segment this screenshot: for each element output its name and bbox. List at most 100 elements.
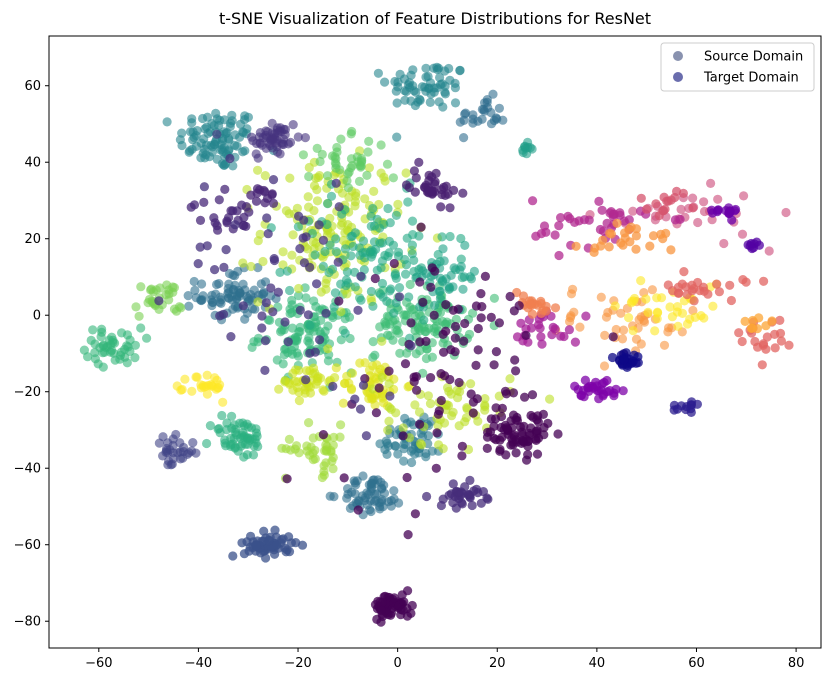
scatter-point <box>598 235 608 245</box>
scatter-point <box>532 449 543 459</box>
scatter-point <box>673 282 684 292</box>
scatter-point <box>377 336 387 346</box>
scatter-point <box>130 340 140 350</box>
scatter-point <box>713 194 723 204</box>
scatter-point <box>473 345 483 355</box>
scatter-point <box>117 328 127 338</box>
scatter-point <box>305 450 315 460</box>
scatter-point <box>395 348 405 358</box>
scatter-point <box>392 98 402 108</box>
scatter-point <box>608 332 618 342</box>
scatter-point <box>660 204 670 214</box>
y-tick-label: 0 <box>33 309 41 324</box>
scatter-point <box>388 335 398 345</box>
scatter-point <box>465 475 475 485</box>
scatter-point <box>403 586 413 596</box>
scatter-point <box>202 370 212 380</box>
scatter-point <box>521 330 531 340</box>
scatter-point <box>402 472 412 483</box>
scatter-point <box>393 449 403 459</box>
scatter-point <box>579 215 590 225</box>
scatter-point <box>400 359 411 369</box>
scatter-point <box>336 420 346 430</box>
scatter-point <box>295 305 305 315</box>
scatter-point <box>459 336 469 346</box>
scatter-point <box>428 186 438 196</box>
legend-label-target: Target Domain <box>703 71 799 86</box>
scatter-point <box>368 301 378 311</box>
scatter-point <box>403 530 413 540</box>
scatter-point <box>318 261 328 271</box>
scatter-point <box>197 279 207 289</box>
scatter-point <box>520 392 530 402</box>
scatter-point <box>595 224 606 235</box>
scatter-point <box>531 231 541 241</box>
scatter-point <box>323 171 333 181</box>
scatter-point <box>115 354 125 364</box>
scatter-point <box>189 200 200 210</box>
scatter-point <box>212 221 222 231</box>
scatter-point <box>163 460 173 470</box>
scatter-point <box>477 302 487 312</box>
scatter-point <box>328 440 338 450</box>
scatter-point <box>83 352 93 362</box>
scatter-point <box>430 266 440 276</box>
scatter-point <box>294 448 304 458</box>
scatter-point <box>618 325 629 335</box>
scatter-point <box>326 191 337 201</box>
scatter-point <box>218 309 229 319</box>
scatter-point <box>430 300 440 310</box>
scatter-point <box>374 498 385 508</box>
scatter-point <box>342 176 352 186</box>
scatter-point <box>325 240 335 250</box>
scatter-point <box>368 352 378 363</box>
scatter-point <box>238 258 248 268</box>
scatter-point <box>409 255 419 265</box>
scatter-point <box>379 480 389 490</box>
scatter-point <box>175 454 185 464</box>
scatter-point <box>285 137 296 147</box>
scatter-point <box>212 279 222 290</box>
scatter-point <box>375 238 385 248</box>
scatter-point <box>482 443 492 453</box>
scatter-point <box>675 214 685 224</box>
scatter-point <box>336 307 346 317</box>
scatter-point <box>554 221 564 231</box>
scatter-point <box>272 123 283 133</box>
scatter-point <box>389 308 399 318</box>
scatter-point <box>219 262 229 272</box>
scatter-point <box>695 286 705 296</box>
scatter-point <box>320 246 330 257</box>
scatter-point <box>468 408 478 418</box>
scatter-point <box>268 198 279 208</box>
scatter-point <box>219 160 229 170</box>
scatter-point <box>628 206 638 216</box>
scatter-point <box>468 397 478 407</box>
scatter-point <box>535 323 545 333</box>
scatter-point <box>243 112 253 122</box>
scatter-point <box>456 261 466 272</box>
scatter-point <box>511 448 521 458</box>
scatter-point <box>672 302 683 312</box>
scatter-point <box>528 196 538 206</box>
y-tick-label: 40 <box>24 156 41 171</box>
scatter-point <box>325 491 335 501</box>
scatter-point <box>610 301 620 311</box>
scatter-point <box>356 271 366 281</box>
scatter-point <box>580 375 591 385</box>
scatter-point <box>550 303 561 313</box>
scatter-point <box>480 394 490 404</box>
scatter-point <box>754 240 765 250</box>
scatter-point <box>192 126 202 136</box>
scatter-point <box>629 296 639 306</box>
scatter-point <box>191 448 201 458</box>
scatter-point <box>443 189 453 199</box>
scatter-point <box>616 238 626 248</box>
scatter-point <box>389 593 399 603</box>
scatter-point <box>525 143 535 153</box>
scatter-point <box>385 391 395 401</box>
scatter-point <box>199 197 209 207</box>
scatter-point <box>134 311 144 321</box>
scatter-point <box>286 445 296 455</box>
scatter-point <box>441 274 451 284</box>
